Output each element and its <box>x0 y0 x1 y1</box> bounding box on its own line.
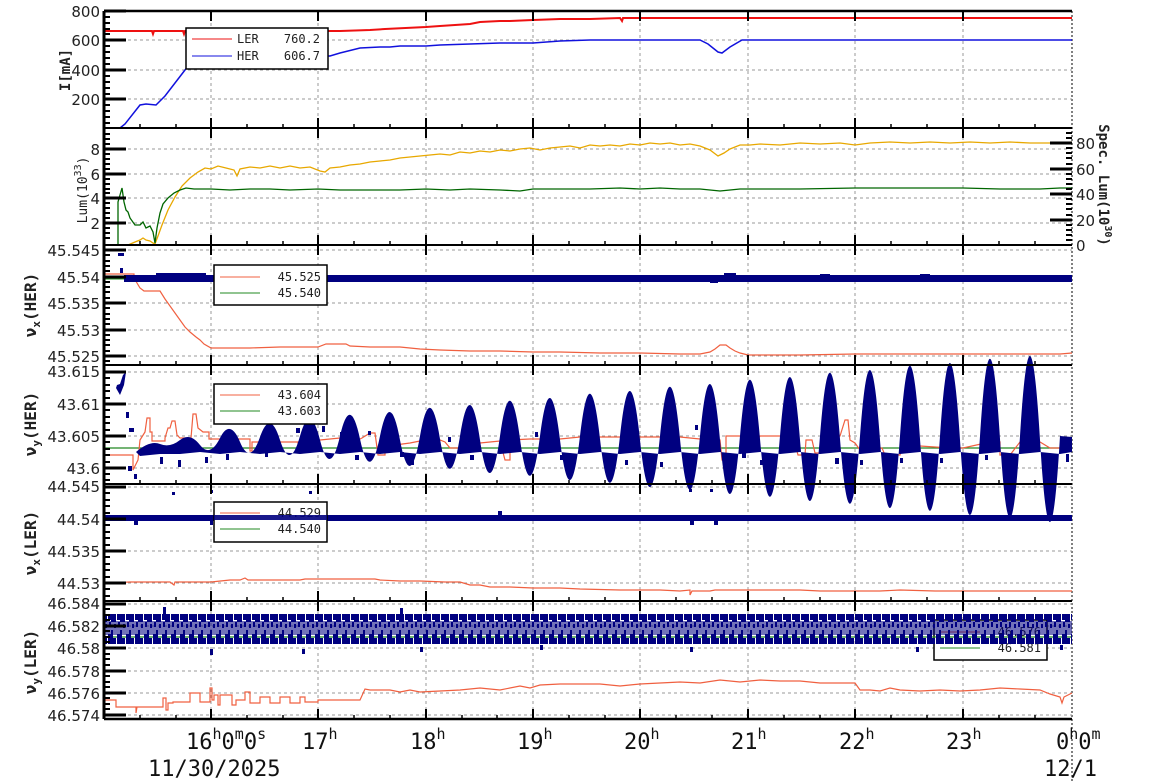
ytick: 200 <box>71 91 100 109</box>
ytick: 46.576 <box>48 685 101 703</box>
ytick: 44.535 <box>48 543 101 561</box>
xtick-0h: 0h0m <box>1056 725 1101 755</box>
legend-setpoint-value: 45.525 <box>278 270 321 284</box>
ytick: 43.605 <box>48 428 101 446</box>
ytick: 44.53 <box>57 575 100 593</box>
ylabel-nux-ler: νx(LER) <box>21 511 43 575</box>
legend-tune-x-ler: 44.529 44.540 <box>213 501 328 543</box>
panel-tune-x-ler: 44.529 44.540 <box>103 475 1072 596</box>
ytick: 44.54 <box>57 511 100 529</box>
ylabel-nux-her: νx(HER) <box>21 273 43 337</box>
xtick-22h: 22h <box>839 725 875 755</box>
measured-points-x-her <box>118 253 1072 283</box>
ylabel-lum: Lum(1033) <box>73 157 91 224</box>
setpoint-line-x-ler <box>103 577 1072 596</box>
ytick: 46.584 <box>48 595 101 613</box>
legend-tune-y-her: 43.604 43.603 <box>213 383 328 425</box>
ytick: 46.58 <box>57 640 100 658</box>
panel-tune-x-her: 45.525 45.540 <box>104 253 1073 356</box>
ytick: 43.6 <box>67 460 100 478</box>
ytick: 8 <box>90 141 100 159</box>
y-tick-labels-p2: 8 6 4 2 80 60 40 20 0 <box>90 135 1095 255</box>
ler-current-line <box>104 16 1072 38</box>
ytick-right: 60 <box>1076 161 1095 179</box>
her-current-line <box>104 39 1072 129</box>
legend-her-label: HER <box>237 49 259 63</box>
ytick: 45.525 <box>48 348 101 366</box>
legend-tune-x-her: 45.525 45.540 <box>213 264 328 306</box>
setpoint-line-y-her <box>104 413 1072 471</box>
y-tick-labels-p3: 45.545 45.54 45.535 45.53 45.525 <box>48 242 101 366</box>
panel-luminosity <box>117 141 1073 246</box>
xtick-17h: 17h <box>302 725 338 755</box>
ytick: 43.61 <box>57 396 100 414</box>
x-tick-labels: 16h0m0s 17h 18h 19h 20h 21h 22h 23h 0h0m… <box>148 725 1101 782</box>
ytick: 46.574 <box>48 707 101 725</box>
ytick: 44.545 <box>48 478 101 496</box>
legend-reference-value: 44.540 <box>278 522 321 536</box>
panel-frames <box>102 9 1072 721</box>
y-ticks-right <box>1050 132 1072 241</box>
legend-setpoint-value: 43.604 <box>278 388 321 402</box>
ytick-right: 80 <box>1076 135 1095 153</box>
ytick: 45.54 <box>57 269 100 287</box>
legend-reference-value: 46.581 <box>998 641 1041 655</box>
xtick-16h: 16h0m0s <box>186 725 266 755</box>
xtick-23h: 23h <box>946 725 982 755</box>
ytick: 46.578 <box>48 663 101 681</box>
y-tick-labels-p4: 43.615 43.61 43.605 43.6 <box>48 363 101 478</box>
ylabel-current: I[mA] <box>58 49 74 91</box>
ytick: 45.535 <box>48 295 101 313</box>
legend-reference-value: 43.603 <box>278 404 321 418</box>
legend-reference-value: 45.540 <box>278 286 321 300</box>
ytick: 43.615 <box>48 363 101 381</box>
y-tick-labels-p6: 46.584 46.582 46.58 46.578 46.576 46.574 <box>48 595 101 725</box>
y-ticks-left <box>104 9 126 717</box>
ytick: 46.582 <box>48 618 101 636</box>
panel-tune-y-ler: 46.576 46.581 <box>104 607 1073 714</box>
ylabel-spec-lum: Spec. Lum(1030) <box>1095 124 1113 246</box>
date-end: 12/1 <box>1044 757 1097 782</box>
panel-beam-current: LER 760.2 HER 606.7 <box>104 16 1072 129</box>
ytick: 4 <box>90 190 100 208</box>
legend-her-value: 606.7 <box>284 49 320 63</box>
ytick-right: 40 <box>1076 186 1095 204</box>
xtick-18h: 18h <box>410 725 446 755</box>
ytick: 800 <box>71 3 100 21</box>
ylabel-nuy-her: νy(HER) <box>21 392 43 456</box>
date-start: 11/30/2025 <box>148 757 280 782</box>
measured-points-y-ler <box>104 607 1072 655</box>
measured-band-overlay <box>214 515 327 520</box>
y-tick-labels-p5: 44.545 44.54 44.535 44.53 <box>48 478 101 593</box>
ytick-right: 20 <box>1076 212 1095 230</box>
measured-points-y-her <box>116 355 1072 523</box>
xtick-20h: 20h <box>624 725 660 755</box>
y-tick-labels-p1: 800 600 400 200 <box>71 3 100 109</box>
setpoint-line-x-her <box>104 273 1073 356</box>
ytick: 45.545 <box>48 242 101 260</box>
x-ticks <box>210 11 964 719</box>
lum-line <box>117 187 1072 245</box>
legend-ler-value: 760.2 <box>284 32 320 46</box>
legend-ler-label: LER <box>237 32 259 46</box>
ylabel-nuy-ler: νy(LER) <box>21 630 43 694</box>
ytick: 600 <box>71 32 100 50</box>
panel-tune-y-her: 43.604 43.603 <box>104 355 1072 523</box>
ytick: 45.53 <box>57 322 100 340</box>
ytick: 2 <box>90 215 100 233</box>
legend-beam-current: LER 760.2 HER 606.7 <box>185 27 329 70</box>
spec-lum-line <box>127 141 1073 246</box>
xtick-21h: 21h <box>731 725 767 755</box>
ytick: 6 <box>90 166 100 184</box>
ytick: 400 <box>71 62 100 80</box>
x-minor-ticks <box>139 124 1036 719</box>
ytick-right: 0 <box>1076 237 1086 255</box>
xtick-19h: 19h <box>517 725 553 755</box>
setpoint-line-y-ler <box>104 679 1073 714</box>
